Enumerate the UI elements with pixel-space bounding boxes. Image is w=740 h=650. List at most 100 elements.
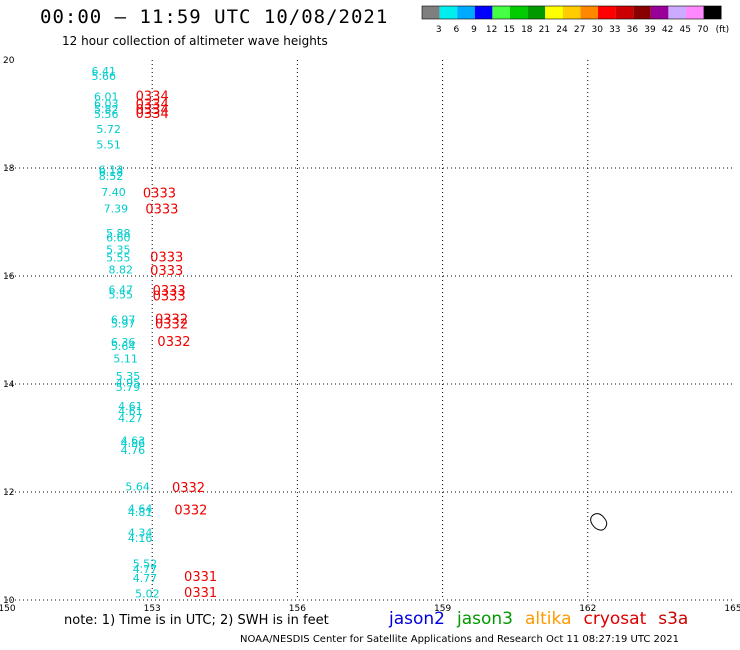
wave-height-label: 6.97 [111, 314, 136, 327]
color-scale-tick: 42 [662, 25, 673, 35]
time-label: 0333 [153, 289, 186, 304]
wave-height-label: 4.95 [116, 377, 141, 390]
satellite-legend: jason2 jason3 altika cryosat s3a [389, 609, 700, 629]
satellite-altika: altika [525, 609, 572, 629]
chart-subtitle: 12 hour collection of altimeter wave hei… [62, 34, 328, 48]
color-swatch [562, 6, 581, 19]
y-tick-label: 20 [3, 56, 15, 66]
wave-height-label: 4.76 [121, 444, 146, 457]
wave-height-label: 4.27 [118, 412, 143, 425]
color-scale-tick: 39 [644, 25, 656, 35]
y-tick-label: 12 [3, 488, 14, 498]
color-swatch [510, 6, 528, 19]
color-swatch [580, 6, 598, 19]
time-label: 0332 [174, 504, 207, 519]
color-scale-legend: 3 6 9 12 15 18 21 24 27 30 33 36 39 42 45 70 (ft) [421, 5, 730, 35]
satellite-s3a: s3a [658, 609, 689, 629]
color-scale-tick: 27 [574, 25, 585, 35]
x-tick-label: 150 [0, 604, 16, 614]
color-swatch [439, 6, 458, 19]
wave-height-label: 6.03 [94, 98, 119, 111]
wave-height-label: 4.77 [133, 572, 158, 585]
x-tick-label: 156 [289, 604, 306, 614]
wave-height-label: 5.55 [108, 289, 133, 302]
wave-height-label: 6.60 [106, 231, 131, 244]
color-swatch [492, 6, 510, 19]
color-swatch [598, 6, 616, 19]
time-label: 0333 [153, 284, 186, 299]
wave-height-label: 5.82 [94, 103, 119, 116]
time-label: 0333 [150, 250, 183, 265]
wave-height-label: 6.47 [108, 283, 133, 296]
wave-height-label: 5.35 [106, 243, 131, 256]
wave-height-label: 5.97 [111, 317, 136, 330]
y-tick-label: 18 [3, 164, 15, 174]
axis-tick-labels: 150 153 156 159 162 165 10 12 14 16 18 20 [0, 56, 740, 614]
wave-height-label: 4.61 [118, 405, 143, 418]
wave-height-label: 5.56 [94, 108, 119, 121]
color-scale-tick: 30 [591, 25, 603, 35]
wave-height-label: 4.63 [121, 434, 146, 447]
wave-height-label: 5.66 [92, 70, 117, 83]
color-swatch [474, 6, 493, 19]
wave-height-label: 6.41 [92, 65, 117, 78]
color-scale-tick: 3 [436, 25, 442, 35]
wave-height-label: 4.86 [121, 437, 146, 450]
time-label: 0334 [136, 107, 169, 122]
satellite-jason2: jason2 [389, 609, 445, 629]
wave-height-label: 5.52 [133, 558, 158, 571]
time-label: 0334 [136, 90, 169, 105]
color-swatch [703, 6, 722, 19]
color-swatch [650, 6, 669, 19]
wave-height-label: 5.55 [106, 251, 131, 264]
wave-height-label: 8.52 [99, 170, 124, 183]
wave-height-label: 4.81 [128, 506, 153, 519]
wave-height-label: 6.13 [99, 163, 124, 176]
wave-height-label: 5.02 [135, 587, 160, 600]
color-scale-tick: 15 [503, 25, 514, 35]
color-scale-tick: 24 [556, 25, 568, 35]
x-tick-label: 153 [144, 604, 161, 614]
color-scale-tick: 70 [697, 25, 709, 35]
satellite-cryosat: cryosat [583, 609, 647, 629]
time-label: 0333 [143, 187, 176, 202]
wave-height-label: 5.79 [116, 381, 141, 394]
wave-height-points: 6.415.66 6.016.035.825.56 5.72 5.51 6.136.18… [92, 65, 218, 601]
wave-height-label: 6.01 [94, 91, 119, 104]
color-scale-tick: 18 [521, 25, 533, 35]
time-label: 0334 [136, 98, 169, 113]
time-label: 0333 [150, 264, 183, 279]
color-scale-tick: (ft) [716, 25, 730, 35]
wave-height-label: 4.34 [128, 526, 153, 539]
time-label: 0334 [136, 103, 169, 118]
time-label: 0332 [157, 335, 190, 350]
color-swatch [457, 6, 475, 19]
x-tick-label: 162 [579, 604, 596, 614]
color-swatch [422, 6, 440, 19]
wave-height-label: 5.64 [125, 480, 150, 493]
wave-height-label: 7.39 [104, 202, 129, 215]
wave-height-label: 4.61 [118, 400, 143, 413]
color-swatch [686, 6, 704, 19]
wave-height-label: 5.88 [106, 227, 131, 240]
y-tick-label: 14 [3, 380, 15, 390]
color-scale-tick: 33 [609, 25, 620, 35]
wave-height-label: 5.35 [116, 370, 141, 383]
x-tick-label: 165 [724, 604, 740, 614]
color-scale-tick: 21 [539, 25, 550, 35]
time-label: 0332 [155, 313, 188, 328]
wave-height-label: 4.64 [128, 503, 153, 516]
y-tick-label: 10 [3, 596, 15, 606]
color-swatch [527, 6, 546, 19]
footnote: note: 1) Time is in UTC; 2) SWH is in fe… [64, 613, 329, 628]
time-label: 0333 [145, 202, 178, 217]
wave-height-label: 4.77 [133, 563, 158, 576]
wave-height-label: 6.18 [99, 166, 124, 179]
time-label: 0331 [184, 570, 217, 585]
island-coastline [590, 513, 608, 531]
color-scale-tick: 36 [627, 25, 639, 35]
wave-height-label: 6.36 [111, 336, 136, 349]
wave-height-label: 7.40 [101, 186, 126, 199]
color-scale-tick: 45 [679, 25, 690, 35]
